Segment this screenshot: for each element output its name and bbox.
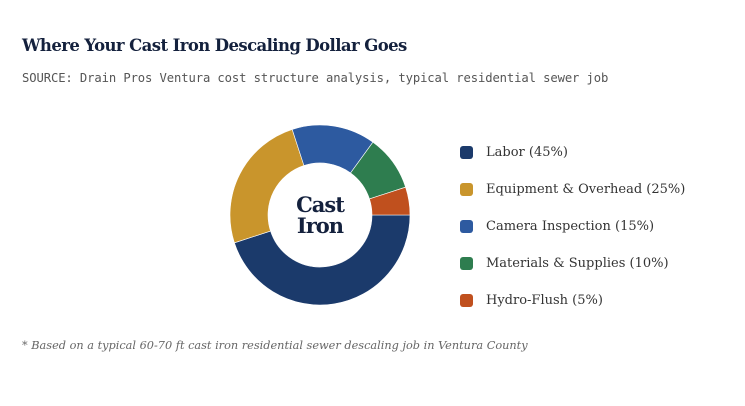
center-label-line2: Iron [296,213,344,238]
legend-label: Equipment & Overhead (25%) [486,182,686,197]
legend-item-hydro-flush: Hydro-Flush (5%) [460,282,685,319]
legend-item-materials: Materials & Supplies (10%) [460,245,685,282]
legend-item-labor: Labor (45%) [460,134,685,171]
legend-label: Labor (45%) [486,145,568,160]
legend-label: Materials & Supplies (10%) [486,256,669,271]
donut-chart: Cast Iron [230,125,410,305]
legend-label: Camera Inspection (15%) [486,219,655,234]
legend-swatch [460,183,473,196]
legend-label: Hydro-Flush (5%) [486,293,603,308]
legend-item-equipment: Equipment & Overhead (25%) [460,171,685,208]
chart-title: Where Your Cast Iron Descaling Dollar Go… [22,36,407,55]
center-label-line1: Cast [296,192,345,217]
donut-slice-hydro-flush [369,186,410,216]
legend-swatch [460,257,473,270]
legend-item-camera: Camera Inspection (15%) [460,208,685,245]
chart-legend: Labor (45%) Equipment & Overhead (25%) C… [460,134,685,319]
footnote: * Based on a typical 60-70 ft cast iron … [22,339,528,352]
donut-slice-labor [234,214,410,305]
legend-swatch [460,220,473,233]
donut-svg [230,125,410,305]
donut-center-label: Cast Iron [230,125,410,305]
legend-swatch [460,294,473,307]
legend-swatch [460,146,473,159]
chart-source: SOURCE: Drain Pros Ventura cost structur… [22,71,609,85]
